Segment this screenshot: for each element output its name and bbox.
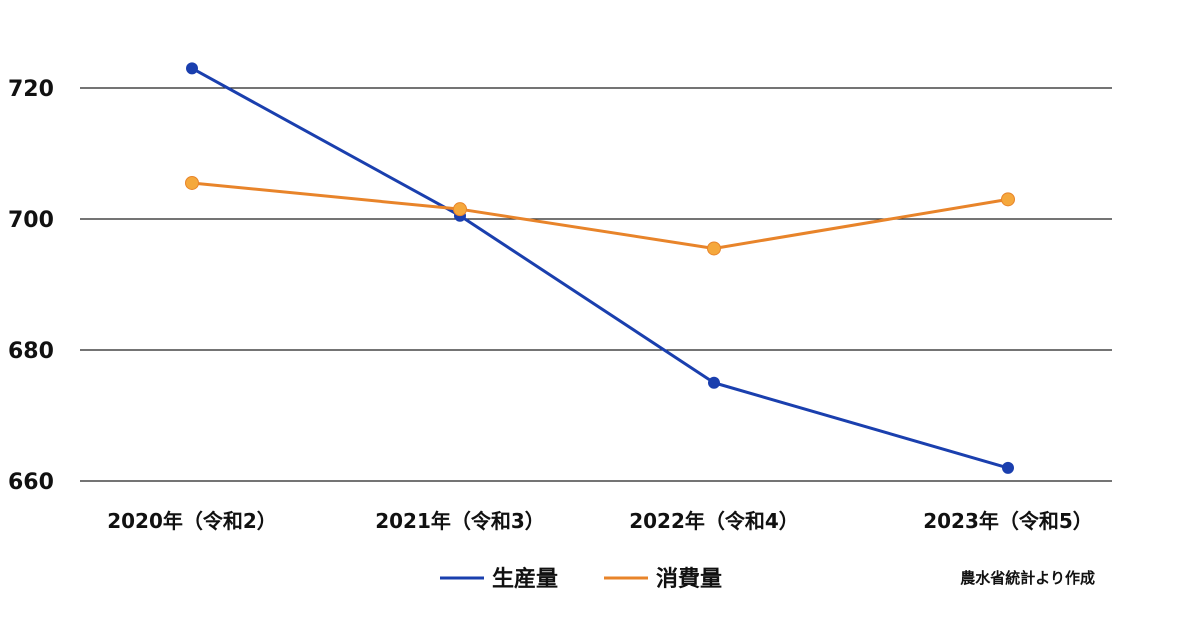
data-point-consumption — [453, 202, 467, 217]
series-layer — [185, 62, 1015, 474]
data-point-consumption — [1001, 192, 1015, 207]
series-line-production — [190, 66, 1010, 470]
series-line-consumption — [190, 181, 1010, 250]
y-tick-label: 660 — [8, 470, 54, 495]
legend-label-production: 生産量 — [492, 566, 558, 592]
x-axis: 2020年（令和2） 2021年（令和3） 2022年（令和4） 2023年（令和5） — [107, 509, 1093, 533]
legend: 生産量 消費量 — [440, 566, 722, 592]
source-note: 農水省統計より作成 — [960, 569, 1095, 587]
grid-lines — [80, 87, 1112, 482]
data-point-production — [1002, 461, 1014, 474]
x-tick-label: 2021年（令和3） — [375, 509, 545, 533]
data-point-consumption — [185, 175, 199, 190]
y-tick-label: 680 — [8, 339, 54, 364]
legend-label-consumption: 消費量 — [656, 567, 722, 592]
x-tick-label: 2022年（令和4） — [629, 509, 799, 533]
y-tick-label: 700 — [8, 208, 54, 233]
y-axis: 660 680 700 720 — [8, 77, 54, 495]
data-point-consumption — [707, 241, 721, 256]
x-tick-label: 2023年（令和5） — [923, 509, 1093, 533]
data-point-production — [186, 62, 198, 75]
y-tick-label: 720 — [8, 77, 54, 102]
x-tick-label: 2020年（令和2） — [107, 509, 277, 533]
data-point-production — [708, 376, 720, 389]
